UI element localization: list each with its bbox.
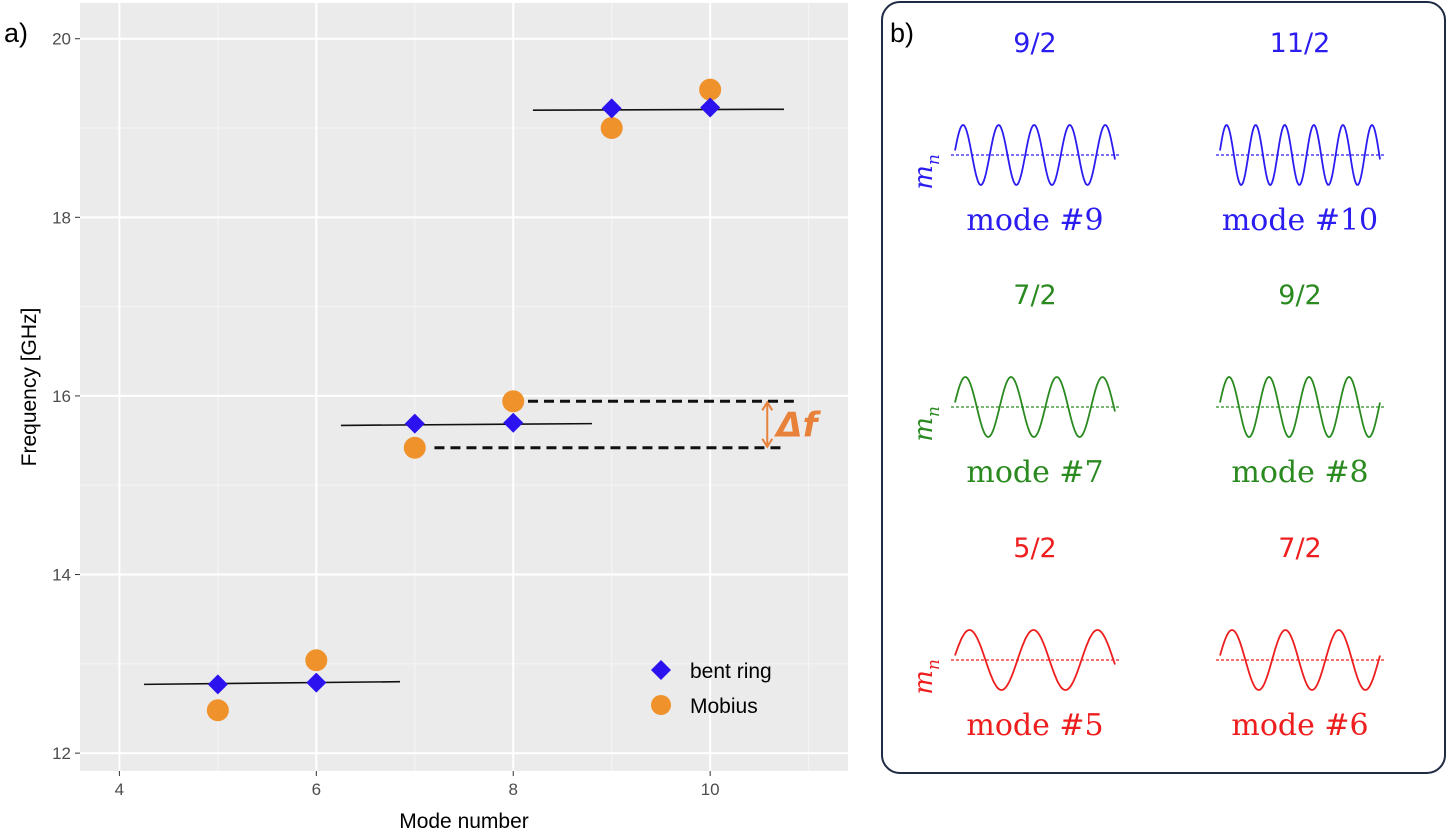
point-mobius [600, 117, 623, 140]
mode-label: mode #6 [1231, 708, 1368, 743]
panel-b-label: b) [890, 18, 914, 48]
legend: bent ring Mobius [651, 660, 772, 718]
point-bent-ring [207, 674, 228, 695]
point-mobius [699, 78, 722, 101]
x-axis-title: Mode number [399, 810, 529, 831]
y-tick-label: 18 [52, 208, 71, 227]
mode-fraction: 9/2 [1278, 280, 1321, 311]
mode-fraction: 5/2 [1013, 533, 1056, 564]
mn-subscript: n [924, 406, 944, 417]
x-tick-label: 10 [701, 780, 720, 799]
y-tick-label: 12 [52, 744, 71, 763]
point-bent-ring [601, 98, 622, 119]
point-mobius [502, 390, 525, 413]
mn-subscript: n [924, 659, 944, 670]
y-tick-label: 16 [52, 387, 71, 406]
delta-arrow-head-bottom [761, 438, 774, 449]
mn-subscript: n [924, 154, 944, 165]
mode-wave [1219, 629, 1381, 691]
point-bent-ring [306, 672, 327, 693]
delta-arrow-head-top [761, 400, 774, 411]
fit-lines [143, 108, 785, 686]
y-axis: 12 14 16 18 20 [52, 30, 80, 763]
point-bent-ring [404, 413, 425, 434]
mode-label: mode #8 [1231, 455, 1368, 490]
mode-wave [1219, 376, 1381, 438]
x-tick-label: 4 [115, 780, 124, 799]
mode-fraction: 7/2 [1013, 280, 1056, 311]
point-bent-ring [700, 97, 721, 118]
delta-f-label: Δf [773, 406, 821, 446]
point-mobius [206, 699, 229, 722]
y-tick-label: 20 [52, 30, 71, 49]
mode-label: mode #5 [966, 708, 1103, 743]
y-tick-label: 14 [52, 566, 71, 585]
mode-wave [954, 629, 1116, 691]
panel-a-label: a) [4, 18, 28, 48]
legend-diamond-marker [651, 660, 671, 680]
x-tick-label: 6 [312, 780, 321, 799]
fit-line [532, 108, 785, 111]
mode-fraction: 9/2 [1013, 28, 1056, 59]
point-mobius [403, 436, 426, 459]
mode-wave [954, 124, 1116, 186]
data-points [206, 78, 722, 722]
mode-label: mode #9 [966, 203, 1103, 238]
mode-label: mode #10 [1222, 203, 1378, 238]
fit-line [143, 680, 401, 686]
y-axis-title: Frequency [GHz] [18, 308, 41, 467]
legend-label-mobius: Mobius [690, 695, 758, 718]
point-mobius [305, 649, 328, 672]
mode-fraction: 11/2 [1270, 28, 1331, 59]
mode-label: mode #7 [966, 455, 1103, 490]
grid-major [80, 3, 848, 771]
x-tick-label: 8 [508, 780, 517, 799]
dashed-lines [434, 399, 794, 450]
legend-circle-marker [651, 695, 671, 715]
mode-wave [1219, 123, 1381, 187]
panel-b-frame [881, 1, 1446, 774]
plot-panel [80, 3, 848, 771]
legend-label-bent-ring: bent ring [690, 660, 772, 683]
mode-fraction: 7/2 [1278, 533, 1321, 564]
point-bent-ring [503, 412, 524, 433]
delta-f-arrow [761, 400, 774, 449]
fit-line [340, 422, 593, 427]
mode-wave [954, 376, 1116, 438]
x-axis: 4 6 8 10 [115, 771, 720, 799]
